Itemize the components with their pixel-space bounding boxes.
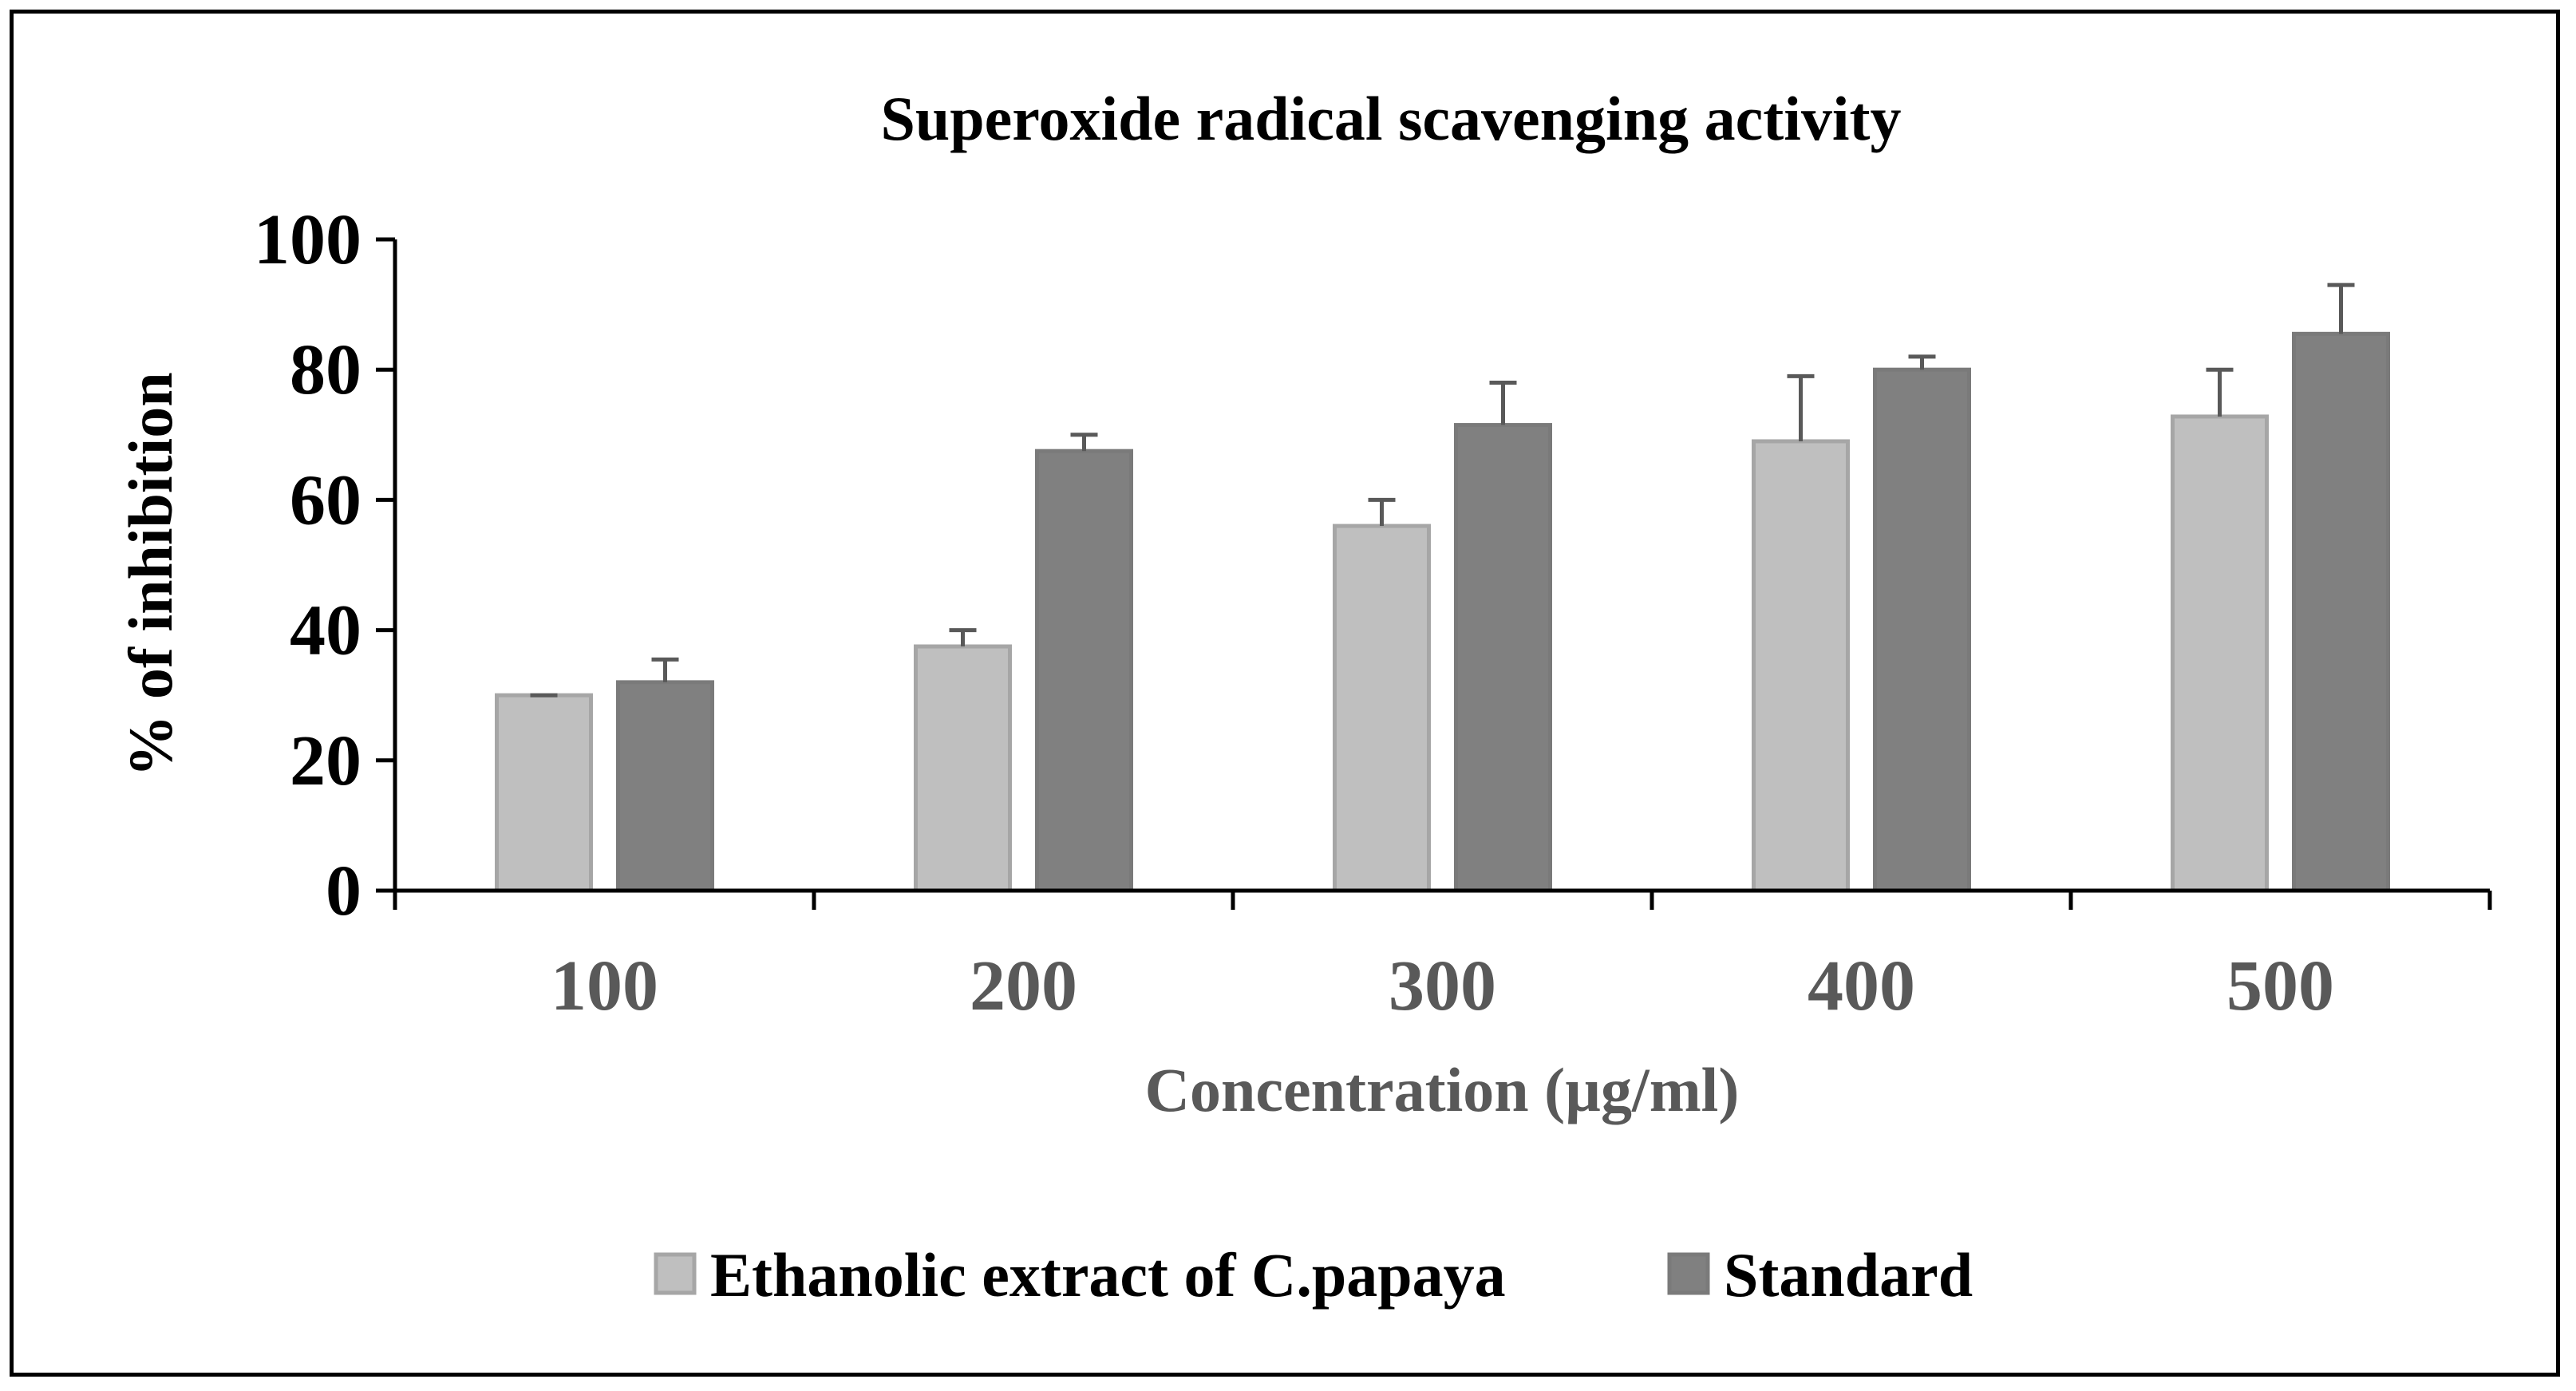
legend-item-standard: Standard — [1667, 1240, 1973, 1310]
error-bar-extract-500 — [2206, 367, 2234, 417]
y-axis-label: % of inhibition — [116, 372, 185, 777]
bar-standard-300 — [1454, 423, 1552, 893]
error-bar-standard-500 — [2327, 283, 2355, 334]
bar-standard-500 — [2292, 331, 2390, 893]
legend-swatch-standard — [1667, 1252, 1710, 1295]
x-tick-label-100: 100 — [551, 946, 658, 1025]
x-tick-label-200: 200 — [970, 946, 1077, 1025]
x-tick-label-500: 500 — [2226, 946, 2334, 1025]
error-bar-standard-400 — [1908, 354, 1936, 370]
bar-standard-100 — [616, 680, 714, 893]
figure-frame — [10, 10, 2560, 1377]
bar-extract-400 — [1752, 439, 1850, 893]
y-tick-label-40: 40 — [290, 591, 362, 670]
y-tick-label-100: 100 — [254, 200, 362, 279]
legend-item-extract: Ethanolic extract of C.papaya — [654, 1240, 1506, 1310]
y-tick-label-0: 0 — [326, 852, 362, 931]
y-tick-label-80: 80 — [290, 330, 362, 409]
x-tick-label-300: 300 — [1389, 946, 1496, 1025]
x-axis-label: Concentration (µg/ml) — [1145, 1055, 1740, 1124]
error-bar-standard-100 — [651, 657, 679, 682]
bar-extract-200 — [914, 644, 1012, 893]
y-tick-label-60: 60 — [290, 460, 362, 539]
bar-extract-300 — [1333, 524, 1431, 893]
bar-standard-400 — [1873, 367, 1971, 893]
error-bar-standard-300 — [1489, 381, 1517, 425]
y-tick-label-20: 20 — [290, 721, 362, 800]
bar-extract-500 — [2171, 414, 2269, 893]
bar-extract-100 — [495, 693, 593, 893]
x-tick-label-400: 400 — [1808, 946, 1915, 1025]
error-bar-extract-300 — [1368, 497, 1396, 527]
legend-label-standard: Standard — [1724, 1240, 1973, 1310]
legend-swatch-extract — [654, 1252, 697, 1295]
error-bar-standard-200 — [1070, 433, 1098, 452]
legend-label-extract: Ethanolic extract of C.papaya — [710, 1240, 1506, 1310]
bar-standard-200 — [1035, 449, 1133, 893]
chart-title: Superoxide radical scavenging activity — [880, 84, 1901, 153]
error-bar-extract-200 — [949, 628, 977, 646]
legend: Ethanolic extract of C.papaya Standard — [654, 1240, 1973, 1310]
error-bar-extract-400 — [1787, 373, 1815, 441]
